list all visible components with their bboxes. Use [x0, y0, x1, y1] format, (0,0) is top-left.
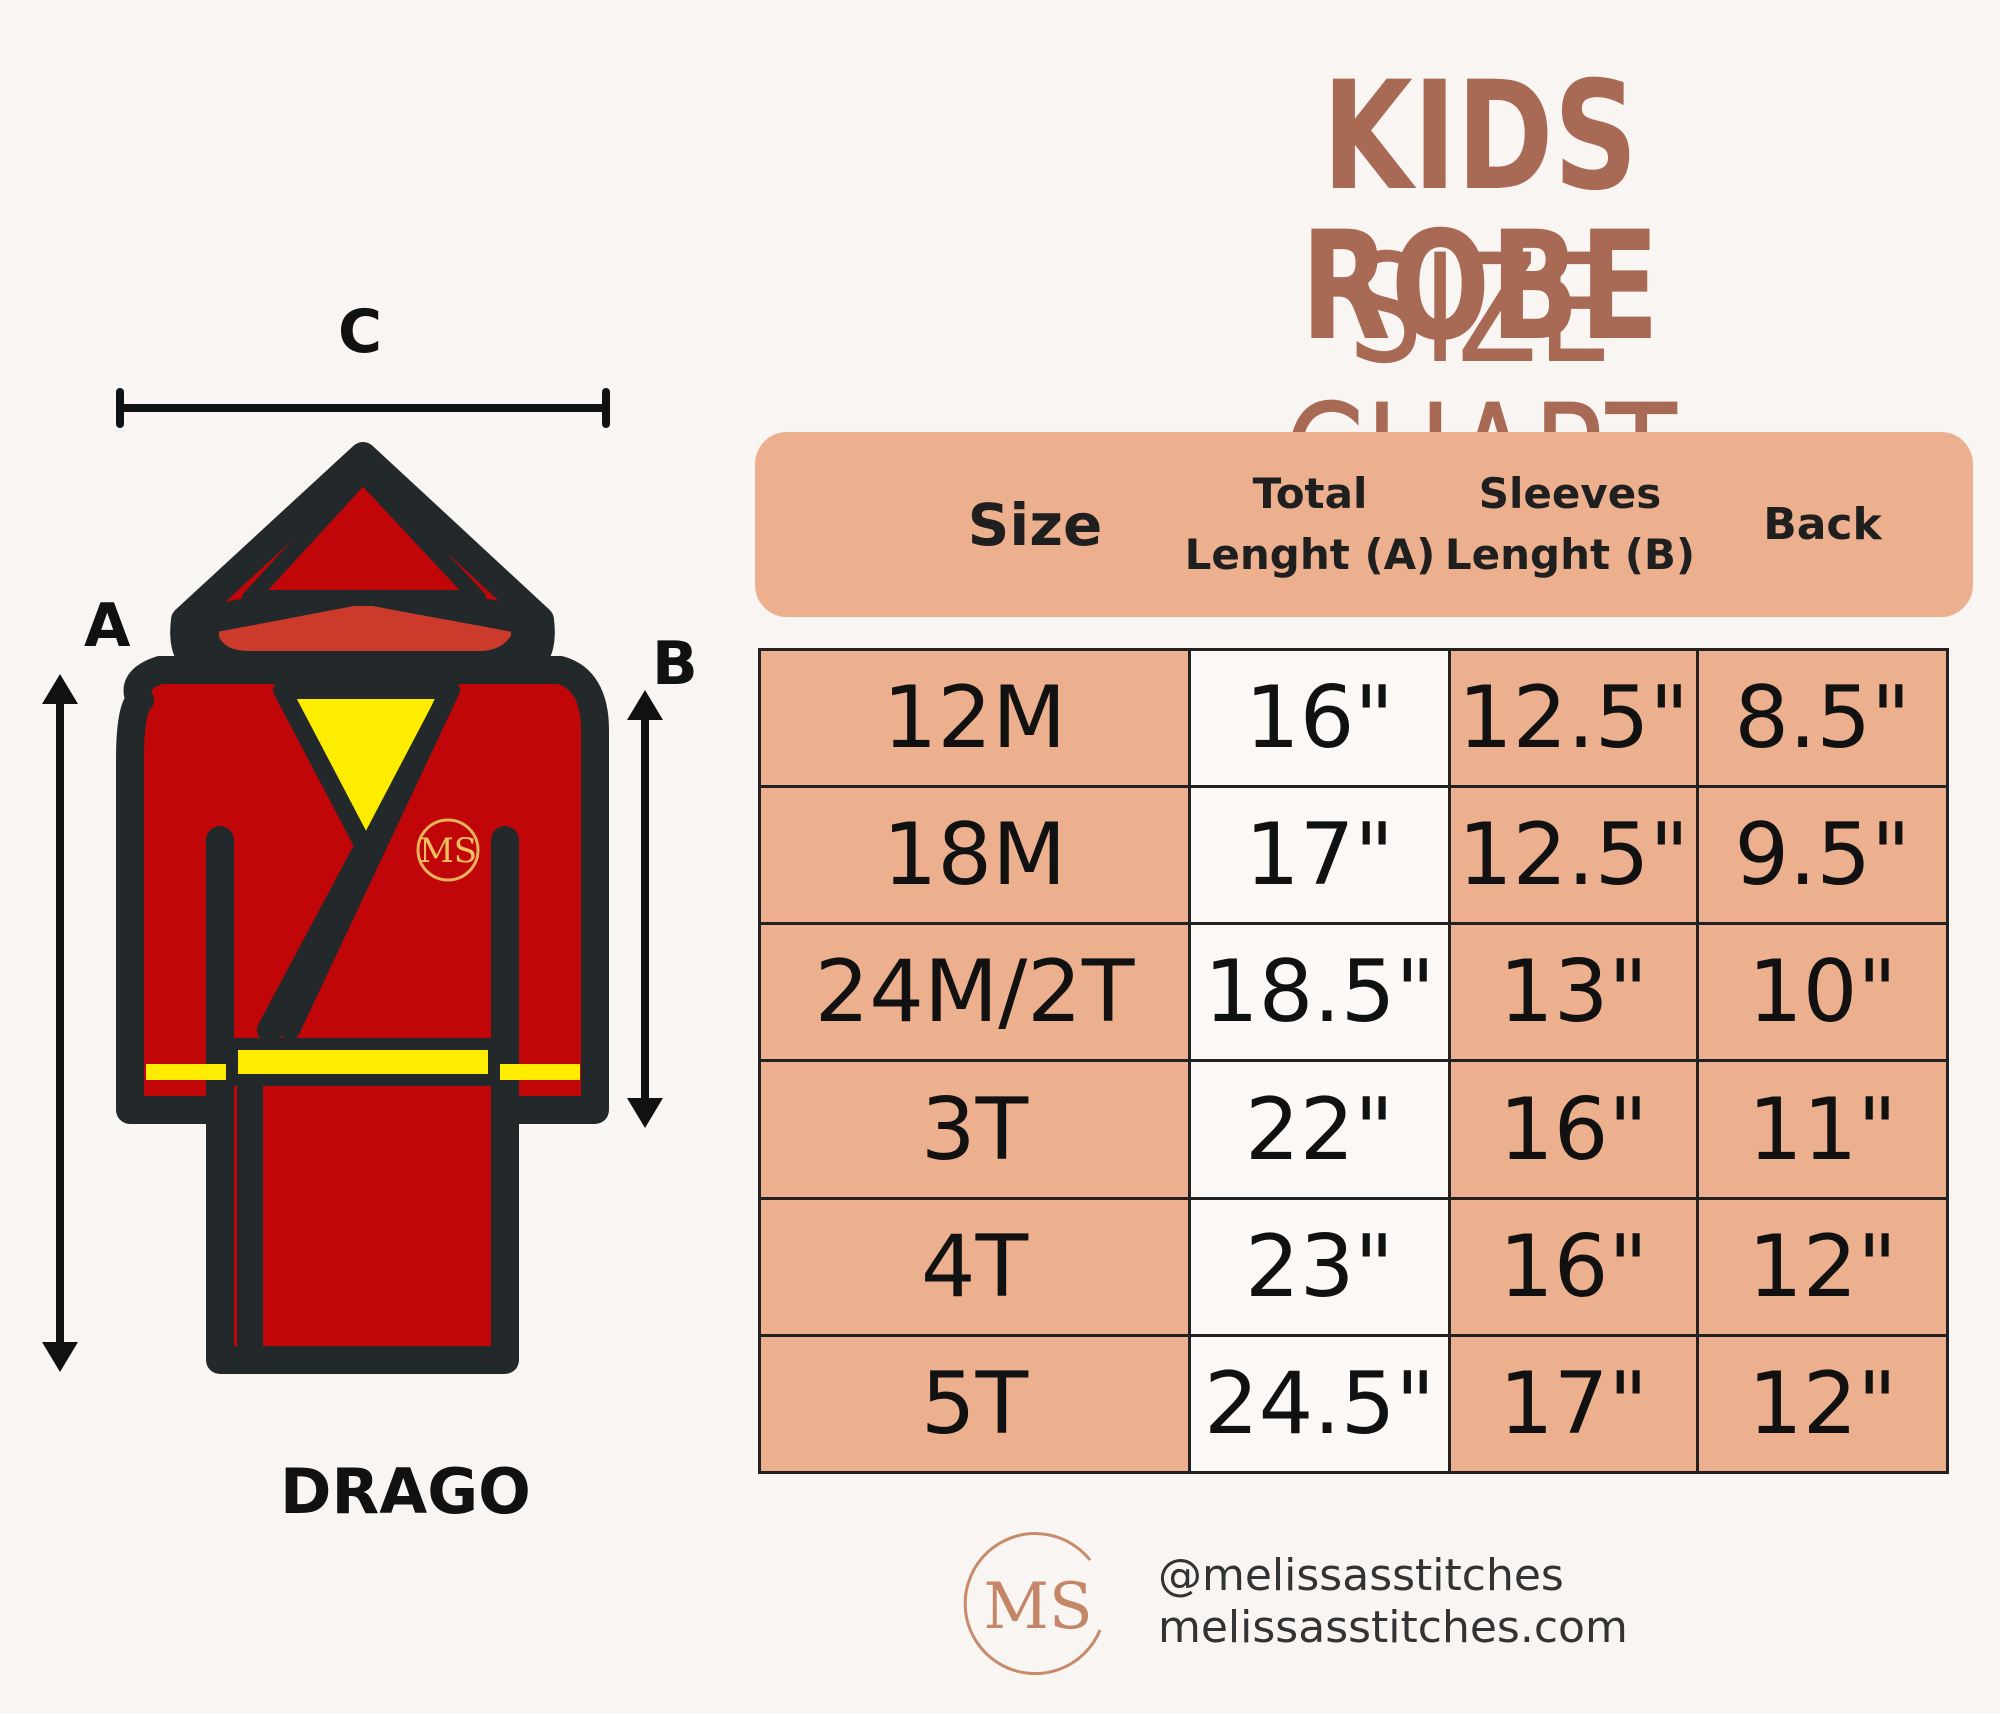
table-row: 12M 16" 12.5" 8.5" [758, 647, 1949, 789]
width-measure-line [116, 388, 610, 428]
cell-size: 18M [758, 785, 1191, 926]
chest-logo-text: MS [419, 831, 477, 871]
cell-back: 8.5" [1696, 647, 1949, 789]
website-link[interactable]: melissasstitches.com [1158, 1602, 1628, 1653]
cell-back: 12" [1696, 1333, 1949, 1475]
sleeve-measure-arrow [627, 690, 663, 1128]
robe-shape [116, 442, 609, 1374]
cell-size: 4T [758, 1196, 1191, 1337]
cell-sleeves: 16" [1448, 1059, 1699, 1200]
cell-sleeves: 17" [1448, 1333, 1699, 1475]
model-name: DRAGO [280, 1455, 531, 1528]
cell-total: 23" [1188, 1196, 1451, 1337]
title-line-1: KIDS ROBE [1300, 50, 1660, 374]
cell-total: 18.5" [1188, 922, 1451, 1063]
cell-sleeves: 12.5" [1448, 647, 1699, 789]
header-sleeves-line1: Sleeves [1478, 468, 1662, 518]
cell-total: 16" [1188, 647, 1451, 789]
table-row: 24M/2T 18.5" 13" 10" [758, 922, 1949, 1063]
cell-size: 12M [758, 647, 1191, 789]
robe-illustration: MS [42, 388, 663, 1374]
cell-back: 11" [1696, 1059, 1949, 1200]
header-sleeves-line2: Lenght (B) [1444, 529, 1696, 579]
cell-total: 17" [1188, 785, 1451, 926]
header-back: Back [1763, 499, 1882, 550]
cell-back: 12" [1696, 1196, 1949, 1337]
header-sleeves-length: Sleeves Lenght (B) [1435, 432, 1705, 617]
table-row: 3T 22" 16" 11" [758, 1059, 1949, 1200]
table-row: 4T 23" 16" 12" [758, 1196, 1949, 1337]
cell-size: 3T [758, 1059, 1191, 1200]
table-row: 18M 17" 12.5" 9.5" [758, 785, 1949, 926]
label-c: C [338, 297, 383, 367]
cell-back: 10" [1696, 922, 1949, 1063]
header-size: Size [967, 490, 1103, 559]
social-handle: @melissasstitches [1158, 1550, 1564, 1601]
cell-total: 22" [1188, 1059, 1451, 1200]
length-measure-arrow [42, 674, 78, 1372]
header-total-length: Total Lenght (A) [1175, 432, 1445, 617]
brand-logo: MS [963, 1532, 1102, 1676]
label-b: B [652, 629, 698, 699]
cell-total: 24.5" [1188, 1333, 1451, 1475]
cell-sleeves: 12.5" [1448, 785, 1699, 926]
table-row: 5T 24.5" 17" 12" [758, 1333, 1949, 1475]
header-total-line2: Lenght (A) [1184, 529, 1436, 579]
cell-sleeves: 16" [1448, 1196, 1699, 1337]
size-table: 12M 16" 12.5" 8.5" 18M 17" 12.5" 9.5" 24… [758, 647, 1949, 1475]
header-total-line1: Total [1252, 468, 1368, 518]
cell-sleeves: 13" [1448, 922, 1699, 1063]
cell-size: 5T [758, 1333, 1191, 1475]
cell-size: 24M/2T [758, 922, 1191, 1063]
table-header: Size Total Lenght (A) Sleeves Lenght (B)… [755, 432, 1973, 617]
cell-back: 9.5" [1696, 785, 1949, 926]
brand-logo-text: MS [983, 1570, 1092, 1644]
label-a: A [84, 591, 131, 661]
